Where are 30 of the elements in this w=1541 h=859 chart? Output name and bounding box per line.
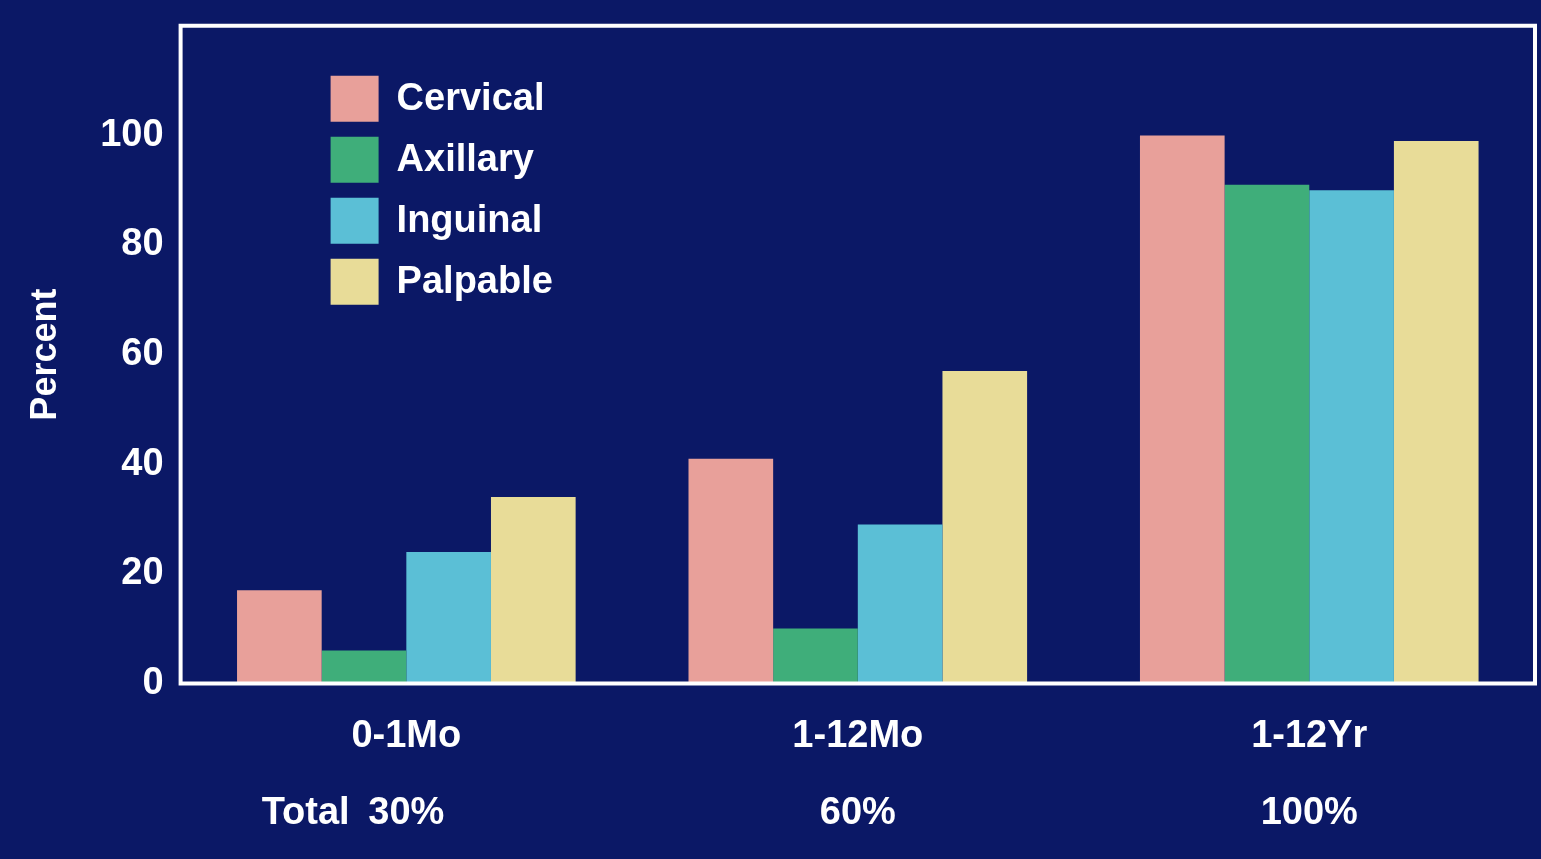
- legend-label: Inguinal: [396, 198, 543, 241]
- x-tick-label: 1-12Mo: [792, 712, 924, 755]
- y-tick-label: 20: [121, 550, 164, 593]
- bar: [490, 497, 576, 684]
- bar: [942, 371, 1028, 684]
- bar: [321, 650, 407, 684]
- bar: [1393, 140, 1479, 684]
- bar: [688, 458, 774, 684]
- y-tick-label: 0: [142, 659, 164, 702]
- bar: [1139, 135, 1225, 684]
- text: Total: [261, 789, 350, 832]
- y-tick-label: 40: [121, 440, 164, 483]
- bar: [773, 628, 858, 684]
- x-tick-label: 0-1Mo: [351, 712, 462, 755]
- y-tick-label: 80: [121, 221, 164, 264]
- legend-label: Palpable: [396, 259, 553, 302]
- bar: [237, 590, 322, 684]
- bar: [406, 551, 491, 684]
- x-tick-label: 1-12Yr: [1251, 712, 1368, 755]
- y-axis-title: Percent: [22, 288, 64, 421]
- y-tick-label: 60: [121, 331, 164, 374]
- text: 100%: [1260, 789, 1358, 832]
- bar: [1309, 190, 1394, 684]
- legend-label: Cervical: [396, 76, 545, 119]
- bar: [1224, 184, 1310, 684]
- y-tick-label: 100: [100, 111, 164, 154]
- text: 60%: [819, 789, 896, 832]
- bar: [857, 524, 943, 684]
- legend-label: Axillary: [396, 137, 534, 180]
- text: 30%: [368, 789, 445, 832]
